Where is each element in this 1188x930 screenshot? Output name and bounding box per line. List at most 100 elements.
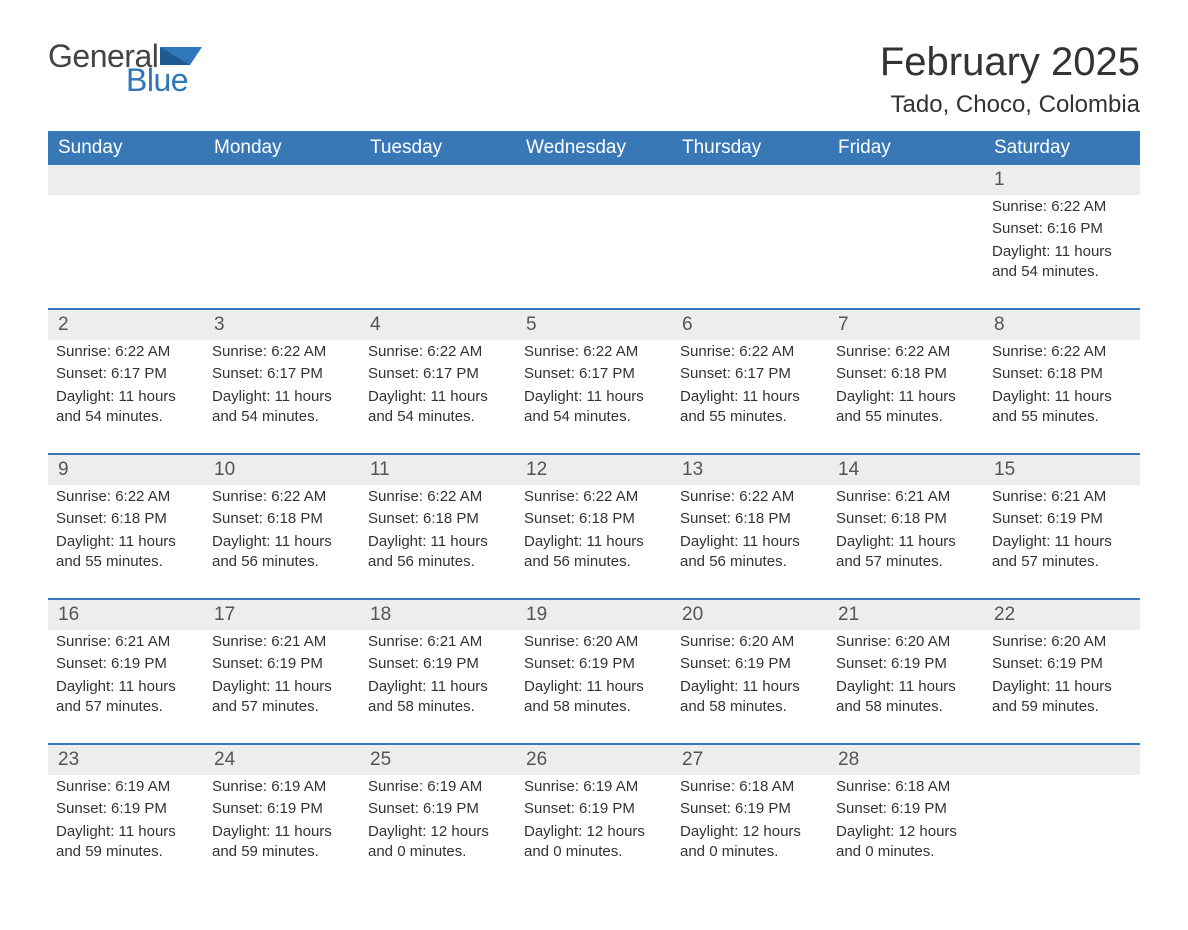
daylight-text: Daylight: 11 hours and 59 minutes. [56, 822, 196, 863]
sunrise-text: Sunrise: 6:21 AM [368, 632, 508, 652]
sunrise-text: Sunrise: 6:20 AM [836, 632, 976, 652]
daylight-text: Daylight: 11 hours and 54 minutes. [56, 387, 196, 428]
daylight-text: Daylight: 11 hours and 55 minutes. [836, 387, 976, 428]
day-number: 11 [360, 455, 516, 485]
sunset-text: Sunset: 6:18 PM [836, 509, 976, 529]
daylight-text: Daylight: 11 hours and 54 minutes. [524, 387, 664, 428]
sunset-text: Sunset: 6:19 PM [524, 799, 664, 819]
week-row: 16 Sunrise: 6:21 AM Sunset: 6:19 PM Dayligh… [48, 598, 1140, 725]
day-number [360, 165, 516, 195]
sunset-text: Sunset: 6:17 PM [56, 364, 196, 384]
sunrise-text: Sunrise: 6:22 AM [680, 342, 820, 362]
sunset-text: Sunset: 6:19 PM [56, 799, 196, 819]
day-cell: 5Sunrise: 6:22 AMSunset: 6:17 PMDaylight… [516, 310, 672, 435]
dow-cell: Wednesday [516, 131, 672, 165]
page-header: General Blue February 2025 Tado, Choco, … [48, 40, 1140, 119]
sunset-text: Sunset: 6:18 PM [680, 509, 820, 529]
daylight-text: Daylight: 11 hours and 55 minutes. [56, 532, 196, 573]
day-cell: 15Sunrise: 6:21 AMSunset: 6:19 PMDayligh… [984, 455, 1140, 580]
day-number: 5 [516, 310, 672, 340]
daylight-text: Daylight: 11 hours and 57 minutes. [212, 677, 352, 718]
sunset-text: Sunset: 6:19 PM [836, 799, 976, 819]
title-block: February 2025 Tado, Choco, Colombia [880, 40, 1140, 119]
daylight-text: Daylight: 11 hours and 55 minutes. [992, 387, 1132, 428]
sunset-text: Sunset: 6:19 PM [56, 654, 196, 674]
sunrise-text: Sunrise: 6:22 AM [212, 487, 352, 507]
days-of-week-header: SundayMondayTuesdayWednesdayThursdayFrid… [48, 131, 1140, 165]
sunrise-text: Sunrise: 6:20 AM [680, 632, 820, 652]
sunset-text: Sunset: 6:18 PM [836, 364, 976, 384]
daylight-text: Daylight: 11 hours and 58 minutes. [680, 677, 820, 718]
day-number: 7 [828, 310, 984, 340]
day-cell [984, 745, 1140, 870]
location-subtitle: Tado, Choco, Colombia [880, 91, 1140, 119]
daylight-text: Daylight: 12 hours and 0 minutes. [524, 822, 664, 863]
day-cell: 12Sunrise: 6:22 AMSunset: 6:18 PMDayligh… [516, 455, 672, 580]
day-cell: 25Sunrise: 6:19 AMSunset: 6:19 PMDayligh… [360, 745, 516, 870]
day-number: 14 [828, 455, 984, 485]
daylight-text: Daylight: 11 hours and 54 minutes. [368, 387, 508, 428]
daylight-text: Daylight: 11 hours and 57 minutes. [836, 532, 976, 573]
day-number [984, 745, 1140, 775]
day-number: 21 [828, 600, 984, 630]
sunrise-text: Sunrise: 6:21 AM [992, 487, 1132, 507]
sunset-text: Sunset: 6:18 PM [992, 364, 1132, 384]
sunrise-text: Sunrise: 6:21 AM [212, 632, 352, 652]
week-row: 2Sunrise: 6:22 AMSunset: 6:17 PMDaylight… [48, 308, 1140, 435]
day-cell: 1Sunrise: 6:22 AMSunset: 6:16 PMDaylight… [984, 165, 1140, 290]
day-number: 28 [828, 745, 984, 775]
sunrise-text: Sunrise: 6:22 AM [56, 342, 196, 362]
day-cell: 9Sunrise: 6:22 AMSunset: 6:18 PMDaylight… [48, 455, 204, 580]
day-number: 4 [360, 310, 516, 340]
sunset-text: Sunset: 6:19 PM [524, 654, 664, 674]
day-number: 13 [672, 455, 828, 485]
day-number: 15 [984, 455, 1140, 485]
day-cell: 19Sunrise: 6:20 AMSunset: 6:19 PMDayligh… [516, 600, 672, 725]
day-cell: 2Sunrise: 6:22 AMSunset: 6:17 PM Daylight… [48, 310, 204, 435]
sunset-text: Sunset: 6:19 PM [992, 654, 1132, 674]
sunset-text: Sunset: 6:18 PM [368, 509, 508, 529]
day-cell: 17Sunrise: 6:21 AMSunset: 6:19 PMDayligh… [204, 600, 360, 725]
daylight-text: Daylight: 11 hours and 57 minutes. [992, 532, 1132, 573]
sunrise-text: Sunrise: 6:22 AM [992, 197, 1132, 217]
day-number: 8 [984, 310, 1140, 340]
day-cell [360, 165, 516, 290]
day-cell: 22Sunrise: 6:20 AMSunset: 6:19 PMDayligh… [984, 600, 1140, 725]
sunrise-text: Sunrise: 6:22 AM [680, 487, 820, 507]
sunrise-text: Sunrise: 6:19 AM [524, 777, 664, 797]
day-cell: 28Sunrise: 6:18 AMSunset: 6:19 PMDayligh… [828, 745, 984, 870]
day-number: 22 [984, 600, 1140, 630]
day-number: 16 [48, 600, 204, 630]
sunrise-text: Sunrise: 6:20 AM [524, 632, 664, 652]
dow-cell: Sunday [48, 131, 204, 165]
daylight-text: Daylight: 11 hours and 56 minutes. [680, 532, 820, 573]
week-row: 23Sunrise: 6:19 AMSunset: 6:19 PMDayligh… [48, 743, 1140, 870]
week-row: 9Sunrise: 6:22 AMSunset: 6:18 PMDaylight… [48, 453, 1140, 580]
day-number: 2 [48, 310, 204, 340]
day-number: 12 [516, 455, 672, 485]
day-number: 9 [48, 455, 204, 485]
sunset-text: Sunset: 6:19 PM [212, 799, 352, 819]
sunrise-text: Sunrise: 6:18 AM [680, 777, 820, 797]
day-cell: 26Sunrise: 6:19 AMSunset: 6:19 PMDayligh… [516, 745, 672, 870]
day-number: 19 [516, 600, 672, 630]
sunset-text: Sunset: 6:17 PM [368, 364, 508, 384]
day-cell: 8Sunrise: 6:22 AMSunset: 6:18 PMDaylight… [984, 310, 1140, 435]
logo-text-blue: Blue [126, 64, 202, 96]
daylight-text: Daylight: 11 hours and 54 minutes. [992, 242, 1132, 283]
day-cell [48, 165, 204, 290]
sunrise-text: Sunrise: 6:22 AM [56, 487, 196, 507]
day-number: 23 [48, 745, 204, 775]
day-cell: 11Sunrise: 6:22 AMSunset: 6:18 PMDayligh… [360, 455, 516, 580]
dow-cell: Tuesday [360, 131, 516, 165]
dow-cell: Thursday [672, 131, 828, 165]
day-cell: 16Sunrise: 6:21 AMSunset: 6:19 PMDayligh… [48, 600, 204, 725]
sunrise-text: Sunrise: 6:22 AM [368, 487, 508, 507]
dow-cell: Monday [204, 131, 360, 165]
daylight-text: Daylight: 11 hours and 58 minutes. [368, 677, 508, 718]
day-cell: 4Sunrise: 6:22 AMSunset: 6:17 PMDaylight… [360, 310, 516, 435]
day-number [516, 165, 672, 195]
daylight-text: Daylight: 11 hours and 59 minutes. [212, 822, 352, 863]
day-number: 25 [360, 745, 516, 775]
sunset-text: Sunset: 6:17 PM [680, 364, 820, 384]
